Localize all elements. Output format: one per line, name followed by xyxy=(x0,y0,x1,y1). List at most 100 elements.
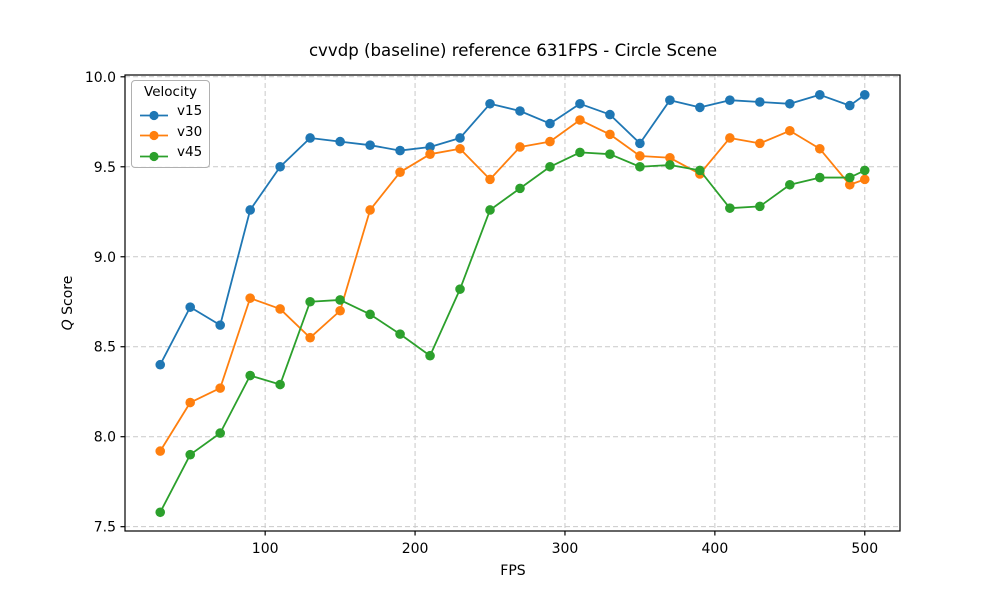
data-point-v15-330 xyxy=(605,109,615,120)
data-point-v45-50 xyxy=(185,449,196,460)
x-tick-label-300: 300 xyxy=(552,541,579,557)
y-tick-label-8.5: 8.5 xyxy=(94,340,116,356)
data-point-v45-70 xyxy=(215,428,225,438)
data-point-v15-110 xyxy=(275,161,285,172)
data-point-v30-350 xyxy=(635,151,645,161)
data-point-v30-450 xyxy=(785,125,795,136)
data-point-v15-470 xyxy=(815,89,825,100)
data-point-v30-270 xyxy=(515,142,525,152)
data-point-v15-210 xyxy=(425,142,435,152)
data-point-v45-270 xyxy=(515,183,525,194)
data-point-v30-500 xyxy=(859,174,870,185)
data-point-v30-70 xyxy=(215,383,225,393)
y-tick-label-7.5: 7.5 xyxy=(94,520,116,536)
data-point-v45-290 xyxy=(545,161,555,172)
y-tick-label-9.0: 9.0 xyxy=(94,250,116,266)
data-point-v45-500 xyxy=(859,165,870,176)
data-point-v30-230 xyxy=(455,143,465,154)
data-point-v15-130 xyxy=(305,133,315,143)
data-point-v30-430 xyxy=(755,138,765,149)
data-point-v15-350 xyxy=(635,138,645,149)
legend-label-v30: v30 xyxy=(177,123,203,140)
data-point-v15-410 xyxy=(725,95,735,105)
data-point-v45-190 xyxy=(395,329,405,339)
data-point-v15-70 xyxy=(215,320,225,330)
data-point-v15-490 xyxy=(844,100,855,111)
data-point-v15-430 xyxy=(755,97,765,107)
data-point-v15-370 xyxy=(665,95,675,105)
data-point-v30-250 xyxy=(485,174,495,185)
data-point-v15-190 xyxy=(395,145,405,156)
data-point-v45-390 xyxy=(695,165,705,176)
data-point-v30-130 xyxy=(305,332,315,343)
data-point-v45-30 xyxy=(155,507,166,518)
data-point-v15-390 xyxy=(695,102,705,113)
data-point-v30-470 xyxy=(815,143,825,154)
data-point-v45-450 xyxy=(785,179,795,190)
y-tick-label-9.5: 9.5 xyxy=(94,160,116,176)
data-point-v45-90 xyxy=(245,370,255,381)
data-point-v30-110 xyxy=(275,304,285,314)
data-point-v45-330 xyxy=(605,149,615,159)
data-point-v45-490 xyxy=(844,172,855,183)
legend: Velocity v15 v30 v45 xyxy=(131,80,210,168)
data-point-v30-310 xyxy=(575,115,585,125)
chart-title: cvvdp (baseline) reference 631FPS - Circ… xyxy=(308,41,718,60)
legend-label-v45: v45 xyxy=(177,144,203,161)
data-point-v15-270 xyxy=(515,106,525,116)
data-point-v30-210 xyxy=(425,149,435,159)
legend-entry-v15: v15 xyxy=(132,101,209,122)
data-point-v15-310 xyxy=(575,98,585,109)
data-point-v30-150 xyxy=(335,305,345,316)
y-axis-label: Q Score xyxy=(60,276,76,331)
x-tick-label-400: 400 xyxy=(702,541,729,557)
data-point-v15-150 xyxy=(335,136,345,147)
data-point-v15-90 xyxy=(245,205,255,215)
legend-entries: v15 v30 v45 xyxy=(132,101,209,163)
data-point-v30-290 xyxy=(545,136,555,147)
data-point-v45-150 xyxy=(335,295,345,305)
data-point-v30-50 xyxy=(185,397,196,408)
data-point-v45-470 xyxy=(815,172,825,183)
data-point-v15-50 xyxy=(185,302,196,312)
legend-entry-v45: v45 xyxy=(132,142,209,163)
data-point-v30-90 xyxy=(245,293,255,303)
y-tick-label-8.0: 8.0 xyxy=(94,430,116,446)
legend-entry-v30: v30 xyxy=(132,122,209,143)
data-point-v15-250 xyxy=(485,98,495,109)
data-point-v45-230 xyxy=(455,284,465,294)
x-tick-label-200: 200 xyxy=(402,541,429,557)
series-line-v15 xyxy=(159,93,866,366)
legend-title: Velocity xyxy=(144,84,197,100)
axes-frame xyxy=(124,74,901,532)
data-point-v30-30 xyxy=(155,446,166,456)
data-point-v15-170 xyxy=(365,140,375,150)
x-axis-label: FPS xyxy=(500,563,526,579)
data-point-v15-30 xyxy=(155,359,166,370)
data-point-v15-290 xyxy=(545,118,555,129)
data-point-v15-450 xyxy=(785,98,795,109)
legend-marker-v45-icon xyxy=(139,147,169,161)
data-point-v45-410 xyxy=(725,203,735,213)
data-point-v45-350 xyxy=(635,161,645,172)
data-point-v15-230 xyxy=(455,133,465,143)
data-point-v30-370 xyxy=(665,152,675,163)
y-axis-label-math: Q xyxy=(60,319,76,331)
data-point-v30-190 xyxy=(395,167,405,177)
data-point-v45-210 xyxy=(425,350,435,361)
data-point-v45-310 xyxy=(575,147,585,158)
data-point-v45-130 xyxy=(305,296,315,307)
x-tick-label-500: 500 xyxy=(851,541,878,557)
data-point-v15-500 xyxy=(859,89,870,100)
data-point-v30-170 xyxy=(365,205,375,215)
data-point-v30-410 xyxy=(725,133,735,143)
legend-label-v15: v15 xyxy=(177,103,203,120)
x-tick-label-100: 100 xyxy=(252,541,279,557)
data-point-v30-490 xyxy=(844,179,855,190)
series-line-v30 xyxy=(159,119,866,452)
data-point-v45-250 xyxy=(485,205,495,215)
data-point-v45-430 xyxy=(755,201,765,212)
y-axis-label-rest: Score xyxy=(60,275,76,320)
